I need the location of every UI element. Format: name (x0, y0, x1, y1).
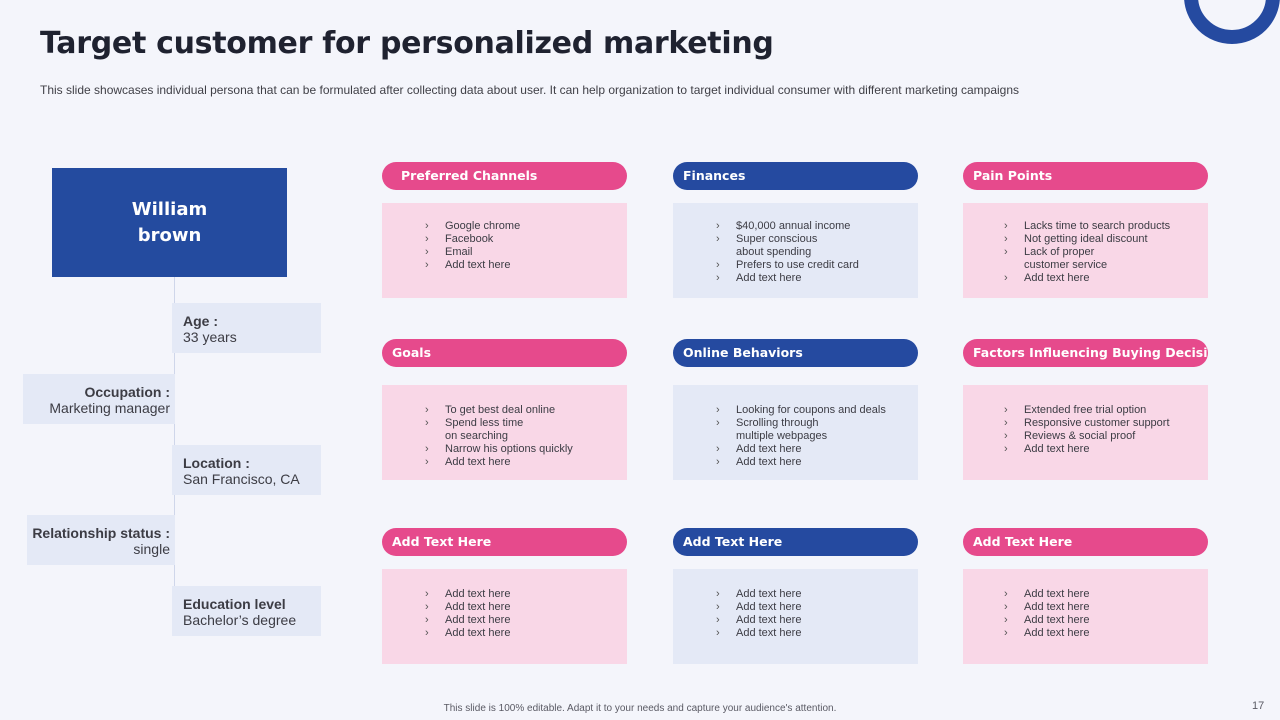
page-subtitle: This slide showcases individual persona … (40, 83, 1020, 97)
location-label: Location : (183, 455, 250, 471)
persona-age: Age : 33 years (172, 303, 321, 353)
education-value: Bachelor’s degree (183, 612, 297, 628)
card-list-item: Add text here (425, 627, 627, 640)
card-list-item: Responsive customer support (1004, 417, 1208, 430)
card-list-item: Add text here (1004, 601, 1208, 614)
card-list-item: Add text here (1004, 627, 1208, 640)
card-list-item: Narrow his options quickly (425, 443, 627, 456)
card-list-item: Lack of proper (1004, 246, 1208, 259)
card-body-online-behaviors: Looking for coupons and dealsScrolling t… (673, 385, 918, 480)
card-list-item: Reviews & social proof (1004, 430, 1208, 443)
occupation-value: Marketing manager (49, 400, 170, 416)
card-list-item: Super conscious (716, 233, 918, 246)
card-list-item: on searching (445, 430, 508, 442)
card-body-finances: $40,000 annual incomeSuper consciousabou… (673, 203, 918, 298)
card-header-goals: Goals (382, 339, 627, 367)
card-list: Google chromeFacebookEmailAdd text here (425, 220, 627, 272)
card-list-item: Prefers to use credit card (716, 259, 918, 272)
card-list-item: Add text here (1004, 272, 1208, 285)
decorative-ring (1184, 0, 1280, 44)
card-list-item: Add text here (716, 614, 918, 627)
card-list-item: Google chrome (425, 220, 627, 233)
card-list: To get best deal onlineSpend less timeon… (425, 404, 627, 469)
card-list-item: multiple webpages (736, 430, 828, 442)
age-label: Age : (183, 313, 218, 329)
card-list-item: Lacks time to search products (1004, 220, 1208, 233)
card-list-item: about spending (736, 246, 812, 258)
relationship-label: Relationship status : (32, 525, 170, 541)
card-header-online-behaviors: Online Behaviors (673, 339, 918, 367)
card-list-item: Looking for coupons and deals (716, 404, 918, 417)
card-list: Looking for coupons and dealsScrolling t… (716, 404, 918, 469)
card-list-item: Email (425, 246, 627, 259)
persona-last-name: brown (137, 224, 202, 246)
relationship-value: single (133, 541, 170, 557)
education-label: Education level (183, 596, 286, 612)
card-header-preferred-channels: Preferred Channels (382, 162, 627, 190)
persona-education: Education level Bachelor’s degree (172, 586, 321, 636)
card-body-factors-influencing-buying-decisions: Extended free trial optionResponsive cus… (963, 385, 1208, 480)
card-list-item: Add text here (716, 443, 918, 456)
page-title: Target customer for personalized marketi… (40, 26, 774, 61)
persona-first-name: William (131, 198, 208, 220)
occupation-label: Occupation : (84, 384, 170, 400)
location-value: San Francisco, CA (183, 471, 300, 487)
persona-occupation: Occupation : Marketing manager (23, 374, 175, 424)
card-header-finances: Finances (673, 162, 918, 190)
card-list-item: Add text here (425, 259, 627, 272)
persona-connector-line (174, 277, 175, 587)
card-list-item: Scrolling through (716, 417, 918, 430)
card-list-item: Add text here (1004, 443, 1208, 456)
card-list-item: $40,000 annual income (716, 220, 918, 233)
card-list-item: Add text here (1004, 588, 1208, 601)
card-header-pain-points: Pain Points (963, 162, 1208, 190)
persona-relationship: Relationship status : single (27, 515, 175, 565)
card-list-item: Add text here (716, 272, 918, 285)
card-header-add-text-here: Add Text Here (963, 528, 1208, 556)
card-list-item: Add text here (1004, 614, 1208, 627)
card-header-add-text-here: Add Text Here (382, 528, 627, 556)
card-list: Lacks time to search productsNot getting… (1004, 220, 1208, 285)
card-body-pain-points: Lacks time to search productsNot getting… (963, 203, 1208, 298)
age-value: 33 years (183, 329, 237, 345)
footer-note: This slide is 100% editable. Adapt it to… (443, 703, 837, 714)
card-list-item: To get best deal online (425, 404, 627, 417)
card-body-preferred-channels: Google chromeFacebookEmailAdd text here (382, 203, 627, 298)
card-list-item: customer service (1024, 259, 1108, 271)
card-list-item: Add text here (425, 456, 627, 469)
card-list-item: Add text here (716, 456, 918, 469)
page-number: 17 (1252, 700, 1265, 712)
card-body-goals: To get best deal onlineSpend less timeon… (382, 385, 627, 480)
card-list-item: Add text here (425, 601, 627, 614)
card-list-item: Not getting ideal discount (1004, 233, 1208, 246)
card-list-item: Add text here (716, 588, 918, 601)
card-list: Extended free trial optionResponsive cus… (1004, 404, 1208, 456)
persona-location: Location : San Francisco, CA (172, 445, 321, 495)
card-list-item: Add text here (716, 627, 918, 640)
persona-name-box: William brown (52, 168, 287, 277)
card-list-item: Add text here (716, 601, 918, 614)
card-list-item: Add text here (425, 614, 627, 627)
card-header-add-text-here: Add Text Here (673, 528, 918, 556)
card-list-item: Spend less time (425, 417, 627, 430)
card-list: $40,000 annual incomeSuper consciousabou… (716, 220, 918, 285)
card-list-item: Facebook (425, 233, 627, 246)
card-list-item: Extended free trial option (1004, 404, 1208, 417)
card-list-item: Add text here (425, 588, 627, 601)
card-header-factors-influencing-buying-decisions: Factors Influencing Buying Decisions (963, 339, 1208, 367)
